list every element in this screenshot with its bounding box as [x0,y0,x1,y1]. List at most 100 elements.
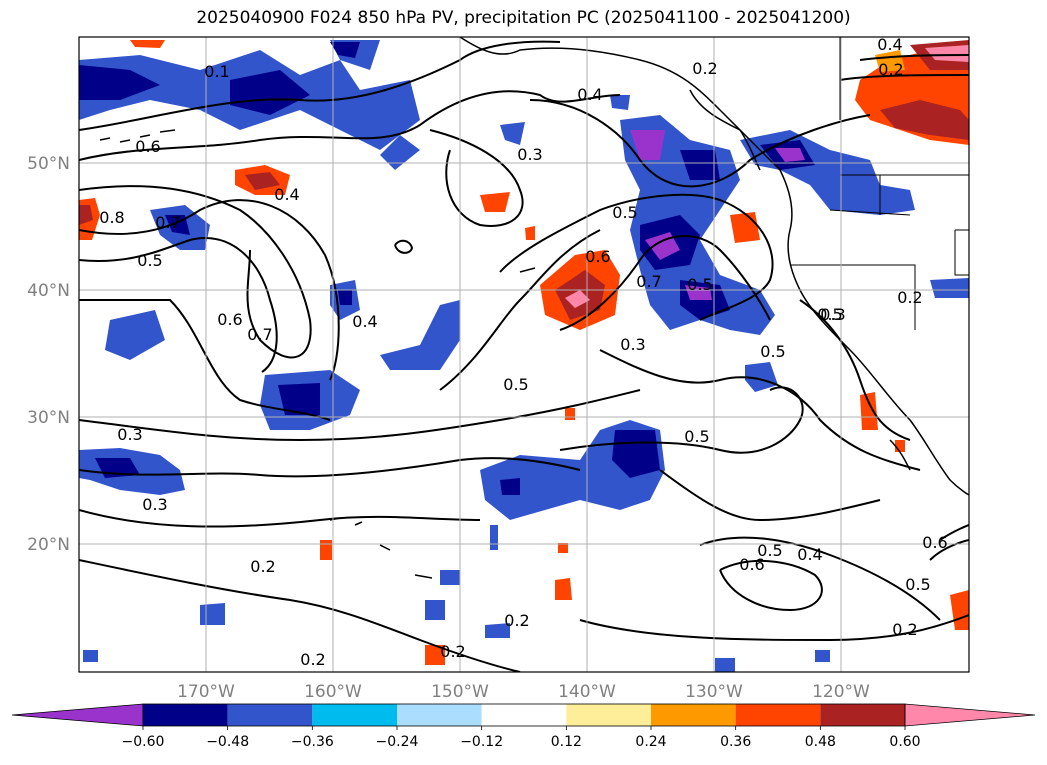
contour-label: 0.3 [117,425,142,444]
aleutian-islands [99,129,176,143]
pv-contour-line [799,299,911,441]
precip-negative-core [230,70,310,115]
contour-label: 0.5 [684,427,709,446]
pv-contour-line [79,40,561,131]
colorbar-tick-label: −0.24 [376,734,419,750]
colorbar-tick-label: 0.12 [551,734,582,750]
contour-label: 0.7 [247,325,272,344]
contour-label: 0.6 [217,310,242,329]
colorbar-segment [397,704,482,726]
pv-contour-line [699,536,941,621]
lon-tick-label: 160°W [304,682,362,702]
contour-label: 0.5 [137,251,162,270]
pv-contour-line [559,386,804,454]
pv-contour-line [559,235,771,331]
lon-tick-label: 150°W [431,682,489,702]
colorbar: −0.60 −0.48 −0.36 −0.24 −0.12 0.12 0.24 0.36 0.4… [11,703,1036,750]
pv-contour-line [839,54,969,81]
contour-label: 0.5 [760,342,785,361]
map-frame [78,36,970,673]
colorbar-extend-high [904,703,1036,727]
colorbar-tick-label: 0.36 [720,734,751,750]
contour-label: 0.7 [155,213,180,232]
lon-tick-label: 140°W [558,682,616,702]
pv-contour-line [79,389,641,442]
colorbar-tick-label: −0.48 [206,734,249,750]
colorbar-segment [481,704,567,726]
contour-labels: 0.10.40.20.40.20.6 0.30.80.40.70.50.50.60… [99,35,947,669]
contour-label: 0.6 [922,533,947,552]
baja-coast [889,439,911,471]
pv-contour-line [429,129,524,227]
contour-label: 0.5 [687,275,712,294]
contour-label: 0.5 [503,375,528,394]
coastline-detail [689,89,761,171]
lat-tick-label: 30°N [27,408,70,428]
colorbar-tick-label: −0.36 [291,734,334,750]
contour-label: 0.4 [877,35,902,54]
contour-label: 0.1 [204,62,229,81]
state-border [790,175,969,330]
colorbar-tick-label: 0.24 [635,734,666,750]
precip-shading [79,40,969,672]
contour-label: 0.2 [504,611,529,630]
latitude-ticks: 50°N 40°N 30°N 20°N [27,154,70,555]
map-plot-area: 0.10.40.20.40.20.6 0.30.80.40.70.50.50.60… [79,35,969,672]
pv-contour-line [79,237,278,373]
contour-label: 0.4 [274,185,299,204]
contour-label: 0.2 [440,642,465,661]
contour-label: 0.3 [820,305,845,324]
contour-label: 0.5 [817,305,842,324]
colorbar-tick-label: −0.12 [460,734,503,750]
contour-label: 0.3 [620,335,645,354]
contour-label: 0.6 [585,247,610,266]
contour-label: 0.2 [878,60,903,79]
map-gridlines [79,37,969,672]
colorbar-segment [312,704,397,726]
north-america-coast [459,37,969,496]
colorbar-tick-label: 0.48 [805,734,836,750]
pv-contour-line [439,229,601,391]
contour-label: 0.3 [142,495,167,514]
lon-tick-label: 170°W [177,682,235,702]
contour-label: 0.8 [99,208,124,227]
lon-tick-label: 130°W [685,682,743,702]
pv-contour-line [394,239,414,254]
contour-label: 0.2 [692,59,717,78]
colorbar-frame [142,703,906,727]
lat-tick-label: 50°N [27,154,70,174]
pv-contour-line [499,193,774,321]
political-borders [790,37,969,330]
pv-contour-line [529,99,871,188]
contour-label: 0.6 [135,137,160,156]
contour-label: 0.2 [892,620,917,639]
pv-contour-line [79,509,481,528]
figure-title: 2025040900 F024 850 hPa PV, precipitatio… [196,8,851,28]
colorbar-segment [820,704,905,726]
contour-label: 0.5 [757,541,782,560]
state-border [829,209,911,216]
colorbar-extend-low [11,703,144,727]
island-outline [519,267,536,273]
precip-negative-core [79,65,160,100]
pv-contour-line [599,349,921,471]
contour-label: 0.4 [577,85,602,104]
pv-contour-line [79,199,340,381]
colorbar-segment [566,704,651,726]
contour-label: 0.2 [300,650,325,669]
contour-label: 0.2 [250,557,275,576]
pv-contours [79,40,969,672]
pv-contour-line [659,469,881,522]
pv-contour-line [79,90,621,161]
contour-label: 0.4 [352,312,377,331]
contour-label: 0.3 [517,145,542,164]
pv-contour-line [79,559,521,672]
pv-contour-line [79,298,331,421]
contour-label: 0.6 [739,555,764,574]
lon-tick-label: 120°W [812,682,870,702]
pv-contour-line [579,614,969,642]
precip-negative-region [620,115,775,335]
contour-label: 0.5 [905,575,930,594]
pv-contour-line [79,185,312,359]
